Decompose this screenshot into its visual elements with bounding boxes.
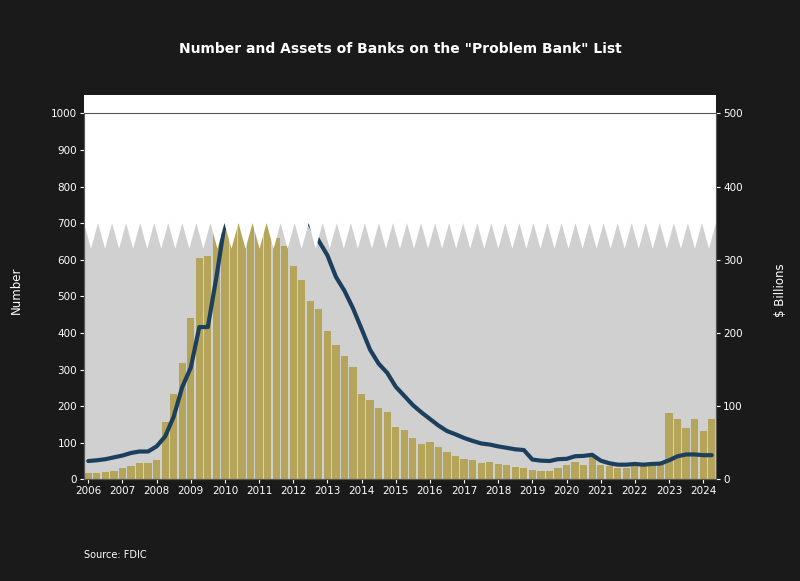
Bar — [350, 367, 357, 479]
Bar — [452, 456, 459, 479]
Bar — [486, 462, 494, 479]
Bar — [708, 419, 715, 479]
Bar — [230, 203, 237, 479]
Bar — [324, 331, 331, 479]
Bar — [383, 412, 391, 479]
Bar — [178, 363, 186, 479]
Bar — [546, 471, 553, 479]
Bar — [554, 468, 562, 479]
Bar — [657, 462, 664, 479]
Bar — [298, 280, 306, 479]
Bar — [366, 400, 374, 479]
Bar — [435, 447, 442, 479]
Bar — [85, 474, 92, 479]
Bar — [666, 414, 673, 479]
Text: $ Billions: $ Billions — [774, 264, 786, 317]
Bar — [213, 184, 220, 479]
Bar — [273, 238, 280, 479]
Bar — [187, 318, 194, 479]
Bar — [409, 437, 417, 479]
Bar — [153, 460, 160, 479]
Bar — [341, 356, 348, 479]
Bar — [563, 465, 570, 479]
Bar — [358, 394, 365, 479]
Bar — [102, 472, 109, 479]
Bar — [503, 465, 510, 479]
Bar — [401, 431, 408, 479]
Legend: Assets of Problem Banks (Right Axis), Number of Problem Banks (Left Axis): Assets of Problem Banks (Right Axis), Nu… — [458, 119, 710, 161]
Polygon shape — [84, 95, 716, 201]
Bar — [247, 202, 254, 479]
Bar — [682, 428, 690, 479]
Bar — [170, 394, 178, 479]
Bar — [93, 474, 101, 479]
Bar — [127, 466, 134, 479]
Bar — [145, 463, 152, 479]
Bar — [162, 422, 169, 479]
Bar — [136, 463, 143, 479]
Bar — [392, 426, 399, 479]
Bar — [538, 471, 545, 479]
Bar — [640, 466, 647, 479]
Bar — [264, 208, 271, 479]
Bar — [426, 442, 434, 479]
Bar — [461, 459, 468, 479]
Bar — [315, 309, 322, 479]
Bar — [597, 465, 604, 479]
Bar — [606, 466, 613, 479]
Bar — [589, 457, 596, 479]
Bar — [674, 419, 681, 479]
Bar — [699, 431, 707, 479]
Bar — [110, 471, 118, 479]
Bar — [520, 468, 527, 479]
Bar — [512, 467, 519, 479]
Bar — [204, 256, 211, 479]
Bar — [580, 465, 587, 479]
Bar — [238, 184, 246, 479]
Bar — [418, 444, 425, 479]
Bar — [306, 302, 314, 479]
Bar — [119, 468, 126, 479]
Bar — [648, 464, 655, 479]
Bar — [622, 468, 630, 479]
Text: Source: FDIC: Source: FDIC — [84, 550, 146, 560]
Bar — [255, 189, 262, 479]
Bar — [375, 408, 382, 479]
Bar — [494, 464, 502, 479]
Bar — [290, 266, 297, 479]
Text: Number and Assets of Banks on the "Problem Bank" List: Number and Assets of Banks on the "Probl… — [178, 42, 622, 56]
Bar — [631, 463, 638, 479]
Bar — [478, 463, 485, 479]
Bar — [614, 468, 622, 479]
Bar — [529, 470, 536, 479]
Bar — [281, 246, 288, 479]
Bar — [571, 462, 578, 479]
Bar — [222, 164, 229, 479]
Bar — [332, 345, 339, 479]
Bar — [196, 258, 203, 479]
Bar — [443, 451, 450, 479]
Text: Number: Number — [10, 267, 22, 314]
Bar — [469, 460, 476, 479]
Polygon shape — [84, 175, 716, 249]
Bar — [691, 419, 698, 479]
